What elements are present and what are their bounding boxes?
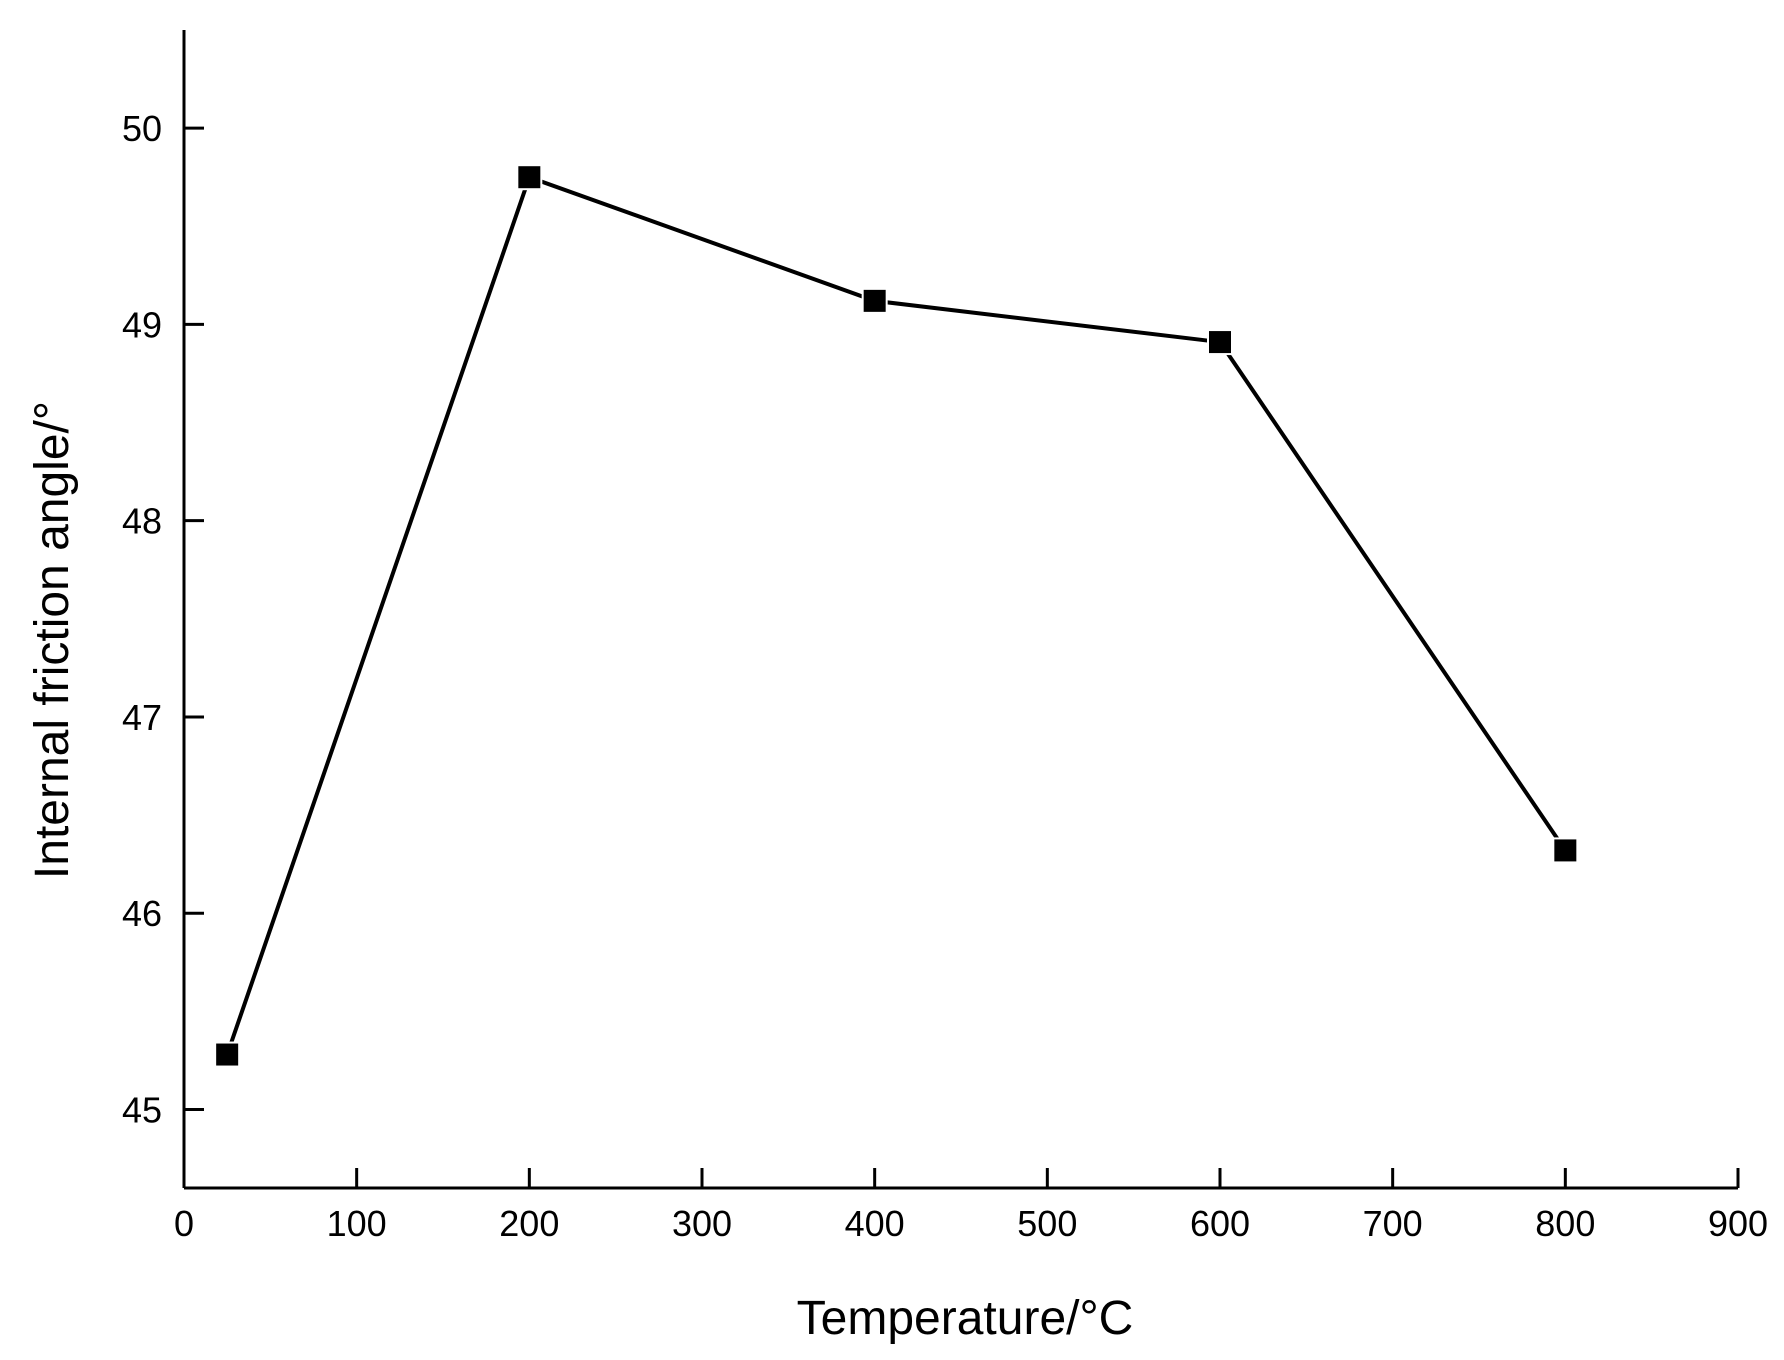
y-tick-label: 48 xyxy=(122,501,162,542)
x-tick-label: 700 xyxy=(1363,1203,1423,1244)
data-point-marker xyxy=(516,164,543,191)
x-tick-label: 800 xyxy=(1535,1203,1595,1244)
y-axis-title: Internal friction angle/° xyxy=(26,401,79,879)
y-tick-label: 46 xyxy=(122,893,162,934)
x-tick-label: 500 xyxy=(1017,1203,1077,1244)
data-point-marker xyxy=(861,287,888,314)
x-tick-label: 0 xyxy=(174,1203,194,1244)
x-tick-label: 100 xyxy=(327,1203,387,1244)
series-line xyxy=(225,174,1567,1056)
y-tick-label: 50 xyxy=(122,108,162,149)
data-point-marker xyxy=(214,1041,241,1068)
y-tick-label: 47 xyxy=(122,697,162,738)
x-tick-label: 200 xyxy=(499,1203,559,1244)
data-point-marker xyxy=(1552,837,1579,864)
y-tick-label: 49 xyxy=(122,304,162,345)
x-tick-label: 900 xyxy=(1708,1203,1768,1244)
x-tick-label: 300 xyxy=(672,1203,732,1244)
x-tick-label: 600 xyxy=(1190,1203,1250,1244)
data-point-marker xyxy=(1207,329,1233,356)
x-axis-title: Temperature/°C xyxy=(797,1292,1134,1345)
x-tick-label: 400 xyxy=(845,1203,905,1244)
y-tick-label: 45 xyxy=(122,1089,162,1130)
